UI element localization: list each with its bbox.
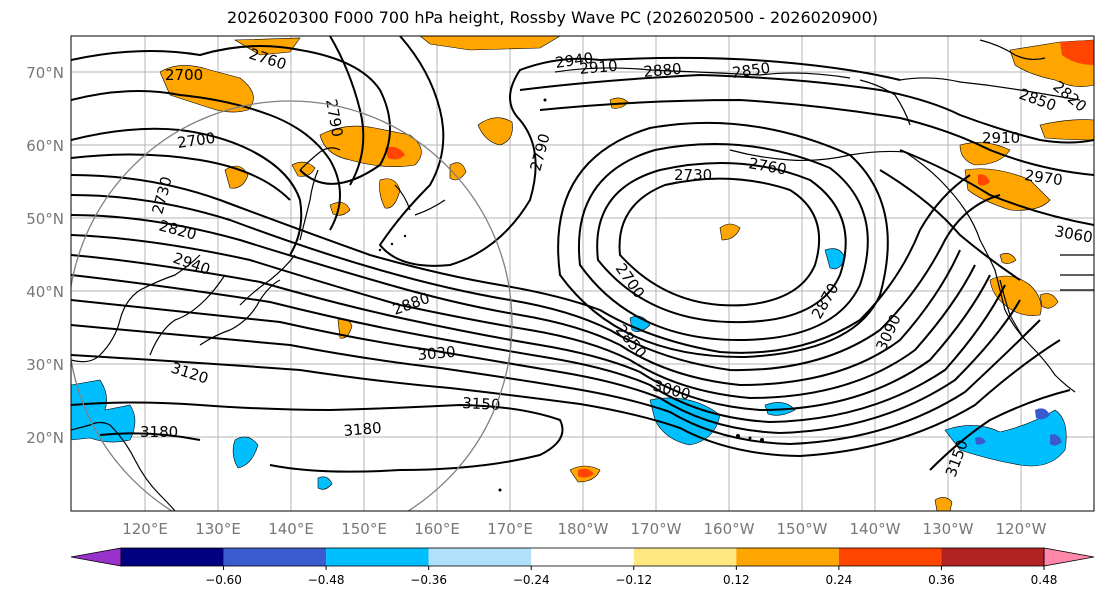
colorbar-swatch	[428, 548, 532, 566]
lat-label: 20°N	[26, 429, 64, 447]
lon-label: 160°W	[704, 520, 755, 538]
colorbar-swatch	[941, 548, 1044, 566]
contour-label: 2700	[176, 129, 216, 152]
lat-label: 60°N	[26, 137, 64, 155]
colorbar-swatch	[838, 548, 942, 566]
colorbar: −0.60 −0.48 −0.36 −0.24 −0.12 0.12 0.24 0.36 0.4…	[70, 547, 1095, 587]
colorbar-swatch	[121, 548, 224, 566]
contour-label: 2850	[731, 59, 771, 82]
lon-label: 130°E	[195, 520, 241, 538]
lat-label: 70°N	[26, 64, 64, 82]
colorbar-tick-label: −0.48	[308, 573, 345, 587]
lon-label: 130°W	[923, 520, 974, 538]
colorbar-tick-label: 0.24	[826, 573, 853, 587]
colorbar-tick-label: 0.36	[928, 573, 955, 587]
contour-label: 2730	[674, 166, 712, 184]
lon-label: 140°W	[850, 520, 901, 538]
colorbar-swatch	[633, 548, 737, 566]
colorbar-tick-label: −0.36	[410, 573, 447, 587]
colorbar-swatch	[326, 548, 429, 566]
colorbar-tick-label: 0.12	[723, 573, 750, 587]
colorbar-tick-label: −0.24	[513, 573, 550, 587]
contour-label: 2910	[982, 129, 1020, 147]
lat-label: 40°N	[26, 283, 64, 301]
strong-negative-cores	[975, 408, 1062, 446]
contour-label: 3150	[462, 394, 501, 414]
islands	[378, 98, 764, 492]
lat-label: 30°N	[26, 356, 64, 374]
contour-label: 3180	[343, 419, 383, 440]
contour-label: 2910	[579, 57, 619, 78]
map-title: 2026020300 F000 700 hPa height, Rossby W…	[227, 8, 878, 27]
lon-label: 150°E	[341, 520, 387, 538]
contour-label: 2970	[1023, 166, 1063, 189]
colorbar-swatch	[736, 548, 839, 566]
colorbar-swatch	[223, 548, 327, 566]
colorbar-tick-label: −0.60	[205, 573, 242, 587]
lon-label: 170°W	[631, 520, 682, 538]
map-border	[70, 35, 1095, 512]
colorbar-tick-label: 0.48	[1031, 573, 1058, 587]
contour-label: 3180	[140, 423, 178, 441]
contour-label: 2880	[643, 60, 683, 81]
height-contours	[71, 36, 1094, 473]
negative-anomaly-areas	[71, 248, 1067, 490]
lon-label: 160°E	[414, 520, 460, 538]
colorbar-extend-low	[70, 547, 122, 567]
lon-label: 180°W	[558, 520, 609, 538]
colorbar-tick-label: −0.12	[615, 573, 652, 587]
highlight-circle	[71, 100, 513, 511]
lon-label: 150°W	[777, 520, 828, 538]
lon-label: 140°E	[268, 520, 314, 538]
strong-positive-cores	[385, 40, 1094, 478]
colorbar-outline	[120, 547, 1045, 567]
lon-label: 120°E	[122, 520, 168, 538]
contour-label: 2700	[165, 66, 203, 84]
longitude-labels: 120°E 130°E 140°E 150°E 160°E 170°E 180°…	[122, 520, 1046, 538]
lon-label: 120°W	[996, 520, 1047, 538]
graticule	[71, 36, 1094, 511]
contour-label: 3030	[417, 343, 457, 364]
lon-label: 170°E	[487, 520, 533, 538]
colorbar-swatch	[531, 548, 634, 566]
latitude-labels: 70°N 60°N 50°N 40°N 30°N 20°N	[26, 64, 64, 447]
contour-label: 2940	[554, 49, 594, 72]
colorbar-extend-high	[1043, 547, 1095, 567]
lat-label: 50°N	[26, 210, 64, 228]
